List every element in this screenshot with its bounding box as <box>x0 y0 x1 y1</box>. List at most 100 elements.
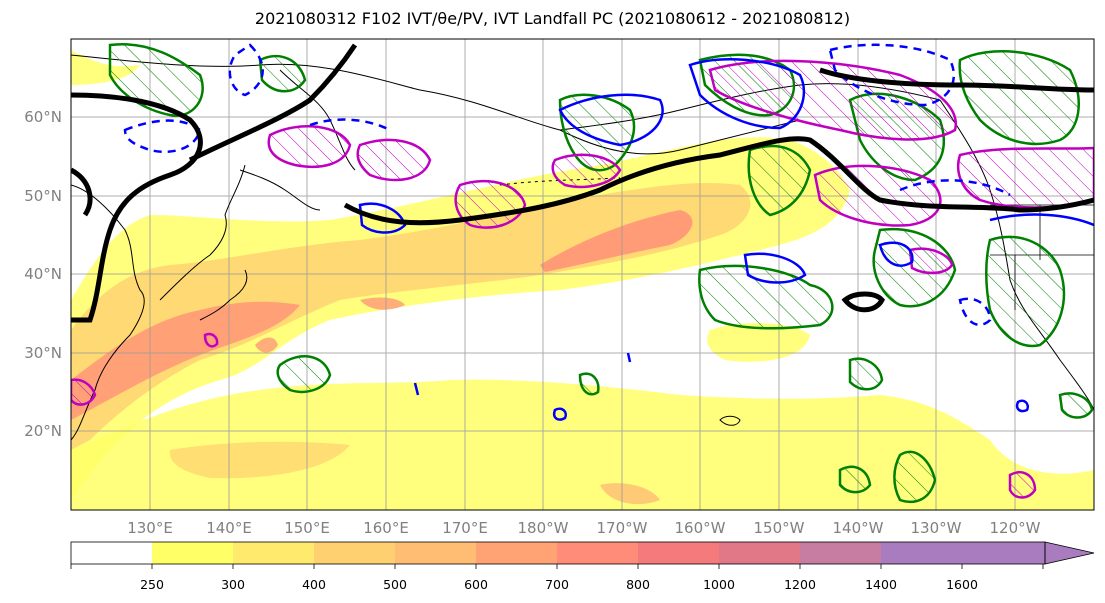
green-region-12 <box>848 357 884 391</box>
colorbar-label-250: 250 <box>140 577 164 592</box>
colorbar-swatch <box>71 542 152 564</box>
map-content <box>71 39 1094 510</box>
pv-small-4 <box>626 352 632 363</box>
colorbar-swatch <box>962 542 1045 564</box>
lat-label-30: 30°N <box>24 344 62 362</box>
lat-labels: 60°N 50°N 40°N 30°N 20°N <box>24 108 62 440</box>
colorbar-label-1400: 1400 <box>865 577 897 592</box>
colorbar-frame <box>70 541 1046 565</box>
green-region-10 <box>985 235 1066 348</box>
theta-e-closed <box>841 291 885 313</box>
theta-e-line-3 <box>71 167 93 217</box>
lon-labels: 130°E 140°E 150°E 160°E 170°E 180°W 170°… <box>127 519 1040 537</box>
magenta-region-1 <box>267 125 352 169</box>
colorbar-label-1000: 1000 <box>703 577 735 592</box>
lon-label-150e: 150°E <box>284 519 330 537</box>
colorbar-swatch <box>557 542 638 564</box>
colorbar-label-1200: 1200 <box>784 577 816 592</box>
colorbar-label-600: 600 <box>464 577 488 592</box>
lat-label-60: 60°N <box>24 108 62 126</box>
pv-small-1 <box>553 407 567 421</box>
colorbar-label-1600: 1600 <box>946 577 978 592</box>
green-region-16 <box>838 465 872 494</box>
lat-label-40: 40°N <box>24 265 62 283</box>
magenta-region-4 <box>551 153 622 189</box>
lon-label-140e: 140°E <box>206 519 252 537</box>
colorbar-swatch <box>638 542 719 564</box>
pv-dashed-1 <box>228 43 264 97</box>
ivt-600-small2 <box>255 337 278 353</box>
colorbar-label-300: 300 <box>221 577 245 592</box>
colorbar-swatch <box>152 542 233 564</box>
lon-label-160w: 160°W <box>675 519 726 537</box>
colorbar-swatch <box>476 542 557 564</box>
pv-dashed-4 <box>828 43 956 107</box>
colorbar-ticks: 250 300 400 500 600 700 800 1000 1200 14… <box>70 564 1044 592</box>
pv-contours <box>123 43 1094 421</box>
green-region-8 <box>698 264 834 330</box>
lon-label-130e: 130°E <box>127 519 173 537</box>
colorbar-swatch <box>881 542 962 564</box>
colorbar-label-700: 700 <box>545 577 569 592</box>
map-title: 2021080312 F102 IVT/θe/PV, IVT Landfall … <box>254 9 851 28</box>
magenta-region-7 <box>956 146 1094 209</box>
colorbar-label-500: 500 <box>383 577 407 592</box>
pv-region-6 <box>878 241 914 267</box>
ivt-600-japan <box>71 301 300 420</box>
colorbar-label-400: 400 <box>302 577 326 592</box>
lon-label-140w: 140°W <box>833 519 884 537</box>
honshu-coast <box>199 269 248 321</box>
ivt-300-patch <box>169 441 350 479</box>
pv-dashed-3 <box>309 118 391 132</box>
ivt-shading <box>71 50 1094 510</box>
green-region-7 <box>958 50 1080 146</box>
colorbar-swatch <box>314 542 395 564</box>
lon-label-120w: 120°W <box>990 519 1041 537</box>
colorbar-swatch <box>719 542 800 564</box>
lat-label-50: 50°N <box>24 187 62 205</box>
green-region-15 <box>578 372 600 396</box>
colorbar-label-800: 800 <box>626 577 650 592</box>
lon-label-160e: 160°E <box>363 519 409 537</box>
pv-small-3 <box>413 382 420 396</box>
pv-dashed-2 <box>123 119 202 154</box>
lon-label-150w: 150°W <box>754 519 805 537</box>
japan-coast <box>159 164 246 301</box>
theta-e-contours <box>71 43 1094 323</box>
ivt-500-patch <box>600 483 660 505</box>
lon-label-130w: 130°W <box>911 519 962 537</box>
ivt-600-central <box>540 210 693 272</box>
ivt-250-band <box>71 379 1094 510</box>
lon-label-180w: 180°W <box>518 519 569 537</box>
magenta-region-9 <box>71 378 97 406</box>
pv-region-2 <box>688 58 806 130</box>
lon-label-170w: 170°W <box>597 519 648 537</box>
ivt-250-patch-east <box>707 323 810 362</box>
green-region-14 <box>1058 392 1094 419</box>
pv-dashed-6 <box>958 297 992 326</box>
theta-e-line-2 <box>188 43 358 163</box>
colorbar: 250 300 400 500 600 700 800 1000 1200 14… <box>70 541 1095 592</box>
colorbar-swatch <box>395 542 476 564</box>
map-border <box>70 38 1095 511</box>
theta-e-line-1 <box>71 92 203 323</box>
pv-region-3 <box>358 202 407 234</box>
colorbar-extend-arrow <box>1044 541 1095 565</box>
colorbar-swatch <box>233 542 314 564</box>
green-region-2 <box>258 54 307 93</box>
lon-label-170e: 170°E <box>442 519 488 537</box>
pv-region-5 <box>743 252 807 284</box>
pv-region-1 <box>558 93 664 147</box>
magenta-region-11 <box>908 247 954 275</box>
theta-e-line-4 <box>343 136 1094 226</box>
arctic-coast <box>71 54 801 155</box>
theta-e-line-5 <box>819 67 1094 93</box>
pv-region-4 <box>989 213 1094 227</box>
magenta-region-10 <box>203 332 219 348</box>
magenta-region-2 <box>356 138 432 182</box>
green-region-5 <box>747 144 812 217</box>
magenta-region-8 <box>1008 471 1037 499</box>
pv-small-2 <box>1015 399 1029 413</box>
lat-label-20: 20°N <box>24 422 62 440</box>
